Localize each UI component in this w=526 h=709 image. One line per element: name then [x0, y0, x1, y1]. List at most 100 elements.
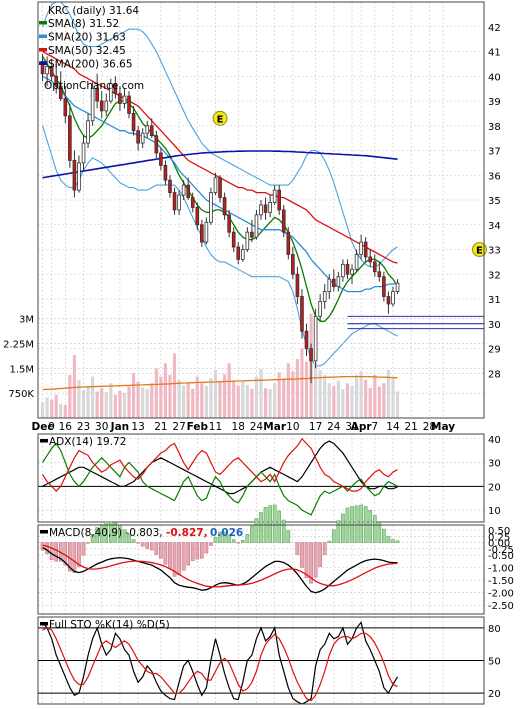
candle-body	[322, 291, 327, 302]
earnings-marker	[472, 242, 487, 257]
macd-histogram-bar	[145, 542, 150, 549]
candle-body	[68, 115, 72, 161]
volume-bar	[377, 386, 381, 418]
price-tick-label: 39	[488, 97, 501, 108]
volume-bar	[141, 387, 145, 418]
x-axis-label: 24	[327, 421, 341, 433]
legend-swatch	[39, 21, 47, 25]
macd-histogram-bar	[368, 510, 373, 543]
macd-tick-label: -2.50	[488, 601, 514, 612]
earnings-marker-label: E	[217, 114, 224, 125]
candle-body	[368, 256, 373, 263]
candle-body	[372, 261, 377, 273]
macd-histogram-bar	[332, 529, 336, 543]
legend-label: SMA(200) 36.65	[48, 59, 133, 71]
candle-body	[140, 132, 145, 144]
candle-body	[272, 189, 277, 203]
candle-body	[222, 197, 227, 216]
volume-bar	[386, 369, 391, 418]
legend-label: SMA(20) 31.63	[48, 32, 126, 44]
candle-body	[318, 301, 322, 317]
volume-bar	[291, 371, 295, 418]
macd-histogram-bar	[391, 539, 395, 543]
volume-average-line	[42, 375, 398, 391]
candle-body	[231, 231, 236, 248]
volume-bar	[327, 383, 331, 418]
macd-histogram-bar	[341, 513, 345, 543]
macd-histogram-bar	[363, 506, 368, 543]
candle-body	[181, 184, 186, 196]
volume-bar	[318, 369, 322, 418]
volume-bar	[81, 389, 86, 418]
macd-histogram-bar	[250, 525, 254, 543]
x-axis-label: 24	[250, 421, 264, 433]
macd-tick-label: -1.00	[488, 564, 514, 575]
legend-label: SMA(50) 32.45	[48, 45, 126, 57]
macd-histogram-value: 0.026	[210, 527, 243, 539]
volume-bar	[222, 374, 227, 418]
macd-histogram-bar	[186, 542, 190, 566]
x-axis-label: 23	[77, 421, 90, 433]
macd-swatch	[40, 530, 48, 534]
macd-histogram-bar	[231, 539, 236, 543]
macd-histogram-bar	[377, 522, 382, 543]
price-tick-label: 40	[488, 72, 501, 83]
volume-bar	[154, 368, 158, 418]
volume-bar	[159, 376, 163, 418]
candle-body	[163, 164, 168, 181]
candle-body	[286, 231, 291, 255]
candle-body	[86, 120, 90, 144]
volume-bar	[186, 383, 190, 418]
macd-histogram-bar	[372, 515, 377, 543]
macd-line	[42, 547, 398, 594]
adx-tick-label: 30	[488, 459, 501, 470]
volume-bar	[100, 388, 104, 418]
volume-bar	[300, 348, 304, 418]
volume-bar	[163, 363, 168, 418]
candle-body	[209, 192, 213, 223]
candle-body	[277, 189, 282, 211]
candle-body	[145, 125, 150, 134]
macd-histogram-bar	[109, 521, 113, 543]
macd-histogram-bar	[245, 534, 250, 543]
macd-histogram-bar	[154, 542, 159, 555]
macd-histogram-bar	[236, 542, 241, 544]
volume-bar	[150, 383, 154, 418]
macd-histogram-bar	[259, 512, 263, 543]
macd-histogram-bar	[336, 520, 341, 543]
candle-body	[350, 268, 354, 275]
macd-histogram-bar	[309, 542, 313, 584]
volume-bar	[259, 368, 263, 418]
candle-body	[291, 254, 295, 275]
macd-histogram-bar	[95, 527, 99, 543]
x-axis-label: 16	[59, 421, 73, 433]
candle-body	[200, 224, 204, 243]
volume-bar	[72, 355, 77, 418]
x-axis-label: 30	[95, 421, 108, 433]
price-tick-label: 34	[488, 221, 501, 232]
volume-bar	[354, 374, 359, 418]
x-axis-label: 31	[345, 421, 358, 433]
volume-bar	[282, 378, 286, 418]
macd-histogram-bar	[86, 542, 90, 544]
adx-swatch	[40, 439, 48, 443]
sma-line-sma-200-	[42, 150, 398, 179]
volume-bar	[213, 369, 218, 418]
volume-bar	[232, 381, 236, 418]
volume-bar	[50, 399, 54, 418]
volume-bar	[86, 386, 90, 418]
volume-bar	[54, 394, 58, 418]
legend-swatch	[39, 34, 47, 38]
price-panel-frame	[37, 1, 485, 419]
volume-bar	[373, 374, 377, 418]
macd-histogram-bar	[168, 542, 172, 570]
adx-tick-label: 10	[488, 506, 501, 517]
macd-histogram-bar	[222, 531, 227, 543]
candle-body	[149, 125, 154, 137]
macd-histogram-bar	[159, 542, 163, 559]
candle-body	[300, 296, 304, 332]
candle-body	[395, 282, 400, 292]
candle-body	[195, 207, 200, 226]
